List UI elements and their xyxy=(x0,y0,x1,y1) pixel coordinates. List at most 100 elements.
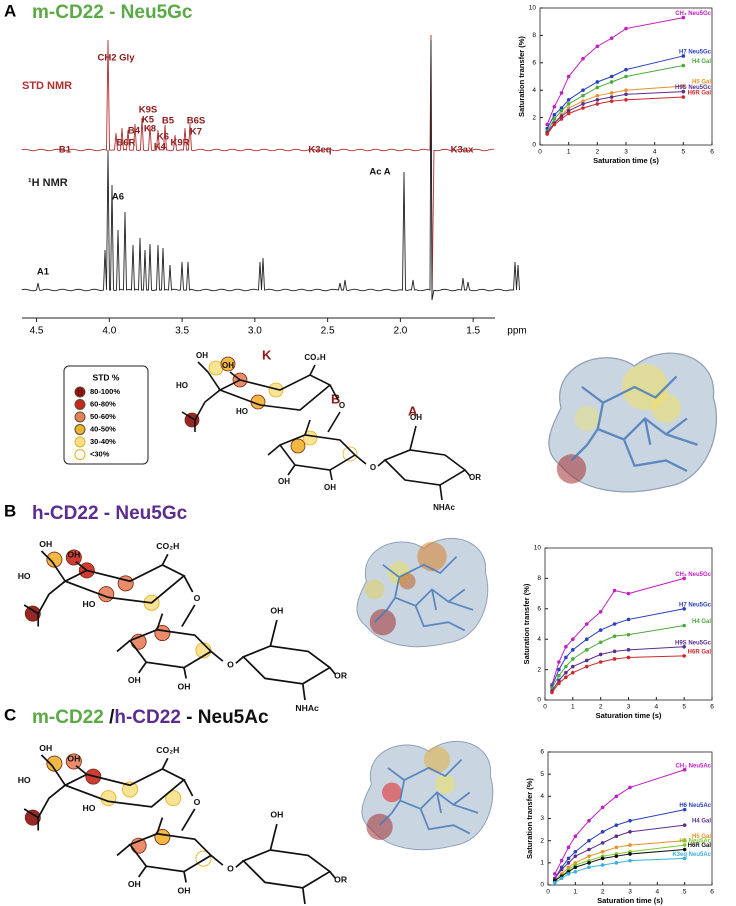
data-point xyxy=(624,92,628,97)
surface-patch xyxy=(556,454,587,484)
atom-label: OR xyxy=(334,875,348,885)
atom-label: HO xyxy=(176,381,188,390)
site-label: B xyxy=(331,391,340,406)
surface-patch xyxy=(364,579,385,600)
legend-entry: H5 Neu5Ac xyxy=(679,839,711,845)
data-point xyxy=(681,89,686,94)
data-point xyxy=(614,854,619,858)
legend-label: <30% xyxy=(90,449,110,458)
panel-title: h-CD22 - Neu5Gc xyxy=(32,503,188,524)
x-tick-label: 3 xyxy=(628,889,632,896)
data-point xyxy=(624,88,628,92)
title-part: h-CD22 xyxy=(114,707,181,728)
data-point xyxy=(682,843,687,847)
legend-entry: H9S Neu5Gc xyxy=(675,640,712,646)
data-point xyxy=(587,865,591,870)
surface-patch xyxy=(399,573,416,590)
data-point xyxy=(682,607,686,611)
std-circle xyxy=(122,781,138,798)
peak-label: K9R xyxy=(170,138,189,149)
data-point xyxy=(682,847,687,852)
site-label: A xyxy=(408,403,418,418)
y-tick-label: 0 xyxy=(540,882,544,889)
data-point xyxy=(566,856,571,861)
data-point xyxy=(626,617,631,622)
spectrum-trace xyxy=(21,34,495,301)
atom-label: HO xyxy=(82,599,95,609)
x-tick-label: 4.5 xyxy=(30,326,44,337)
panel-letter: A xyxy=(4,1,16,20)
data-point xyxy=(681,63,686,68)
data-point xyxy=(612,657,617,661)
data-point xyxy=(595,44,600,49)
legend-swatch xyxy=(74,411,86,423)
data-point xyxy=(552,104,557,109)
data-point xyxy=(600,856,605,861)
panel-title: m-CD22 - Neu5Gc xyxy=(32,2,193,23)
title-part: / xyxy=(104,707,115,728)
data-point xyxy=(587,838,591,843)
data-point xyxy=(566,74,571,79)
data-point xyxy=(681,95,686,99)
legend-swatch xyxy=(74,399,86,410)
data-point xyxy=(624,74,628,79)
data-point xyxy=(584,664,589,669)
legend-swatch xyxy=(74,436,86,448)
data-point xyxy=(609,36,614,40)
data-point xyxy=(600,849,605,854)
surface-patch xyxy=(417,541,447,572)
peak-label: A1 xyxy=(37,267,50,278)
chemical-structure: CO₂H OH OH HO HO OH OH OH NHAc OR O O xyxy=(176,351,481,512)
data-point xyxy=(595,80,600,84)
peak-label: CH2 Gly xyxy=(98,53,136,64)
data-point xyxy=(609,80,614,84)
x-tick-label: 1.5 xyxy=(466,326,480,337)
atom-label: O xyxy=(227,660,234,670)
data-point xyxy=(598,610,603,614)
data-point xyxy=(612,622,617,626)
series-line xyxy=(554,769,685,875)
data-point xyxy=(581,88,585,92)
series-line xyxy=(551,577,685,685)
peak-label: K5 xyxy=(142,115,155,126)
data-point xyxy=(573,854,578,858)
trace-label: STD NMR xyxy=(22,80,72,92)
atom-label: OH xyxy=(39,539,52,549)
peak-label: K7 xyxy=(190,127,202,138)
data-point xyxy=(571,637,575,641)
data-point xyxy=(553,880,557,885)
spectrum-trace xyxy=(21,39,520,301)
atom-label: O xyxy=(194,797,201,807)
x-tick-label: 2.5 xyxy=(321,326,335,337)
data-point xyxy=(626,655,631,660)
legend-entry: H6R Gal xyxy=(688,649,712,655)
peak-label: B5 xyxy=(162,116,175,127)
data-point xyxy=(566,97,571,102)
peak-labels: CH2 Gly K9S K5 B5 B4 K8 B6R K6 K4 K9R B6… xyxy=(37,53,474,278)
x-tick-label: 3 xyxy=(627,704,631,711)
x-axis-label: ppm xyxy=(507,326,526,337)
data-point xyxy=(559,117,564,121)
y-axis-label: Saturation transfer (%) xyxy=(525,778,534,859)
x-tick-label: 4.0 xyxy=(102,326,116,337)
peak-label: B6S xyxy=(187,116,205,127)
data-point xyxy=(587,818,591,823)
peak-label: K6 xyxy=(157,132,169,143)
data-point xyxy=(564,664,568,669)
atom-label: O xyxy=(194,593,201,603)
atom-label: OH xyxy=(222,361,234,370)
series-line xyxy=(554,840,685,881)
y-tick-label: 6 xyxy=(532,60,536,67)
data-point xyxy=(628,818,632,823)
data-point xyxy=(559,108,564,113)
legend-entry: H7 Neu5Gc xyxy=(679,50,712,56)
data-point xyxy=(557,681,561,686)
ligand-sticks xyxy=(373,555,474,632)
data-point xyxy=(566,102,571,106)
y-axis-label: Saturation transfer (%) xyxy=(517,36,526,117)
surface-patch xyxy=(651,393,681,423)
data-point xyxy=(566,845,571,850)
y-tick-label: 4 xyxy=(540,793,544,800)
data-point xyxy=(571,670,575,675)
